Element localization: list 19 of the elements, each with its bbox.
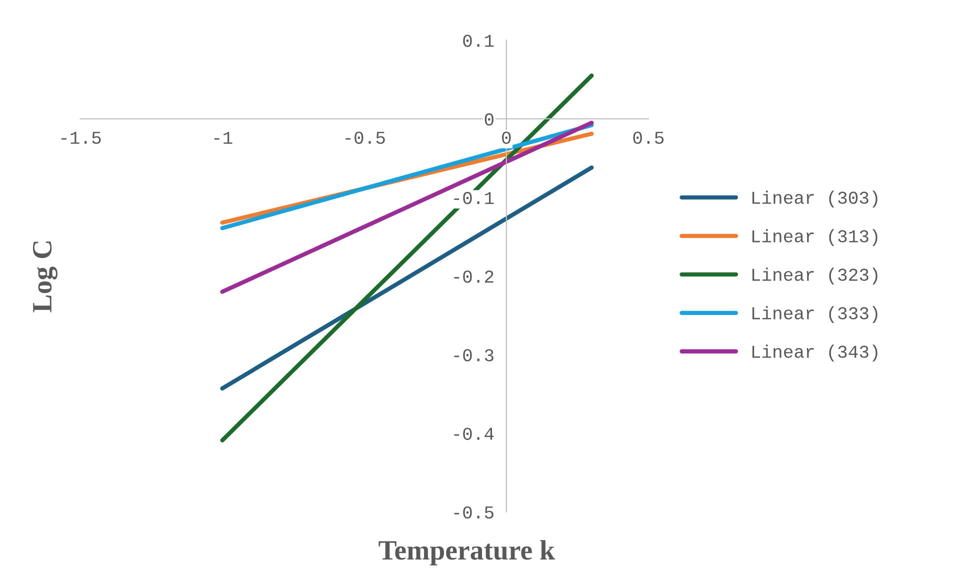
y-tick-label: -0.4 bbox=[454, 428, 494, 440]
x-tick-label: 0.5 bbox=[633, 132, 664, 144]
y-axis-title: Log C bbox=[32, 242, 58, 312]
y-tick-label: -0.3 bbox=[454, 349, 494, 362]
legend-label: Linear (343) bbox=[752, 344, 878, 362]
y-tick-label: -0.1 bbox=[454, 192, 494, 204]
legend-label: Linear (303) bbox=[752, 190, 878, 208]
y-tick-label: 0.1 bbox=[463, 34, 494, 47]
y-tick-label: -0.2 bbox=[454, 270, 494, 283]
x-axis-title: Temperature k bbox=[378, 540, 555, 566]
legend-label: Linear (313) bbox=[752, 229, 878, 246]
legend-label: Linear (323) bbox=[752, 268, 878, 284]
legend-label: Linear (333) bbox=[752, 306, 878, 323]
x-tick-label: -1.5 bbox=[61, 132, 101, 144]
y-tick-label: -0.5 bbox=[454, 506, 494, 519]
x-tick-label: 0 bbox=[502, 132, 511, 144]
x-tick-label: -1 bbox=[214, 132, 232, 144]
x-tick-label: -0.5 bbox=[346, 132, 385, 144]
y-tick-label: 0 bbox=[484, 113, 494, 126]
